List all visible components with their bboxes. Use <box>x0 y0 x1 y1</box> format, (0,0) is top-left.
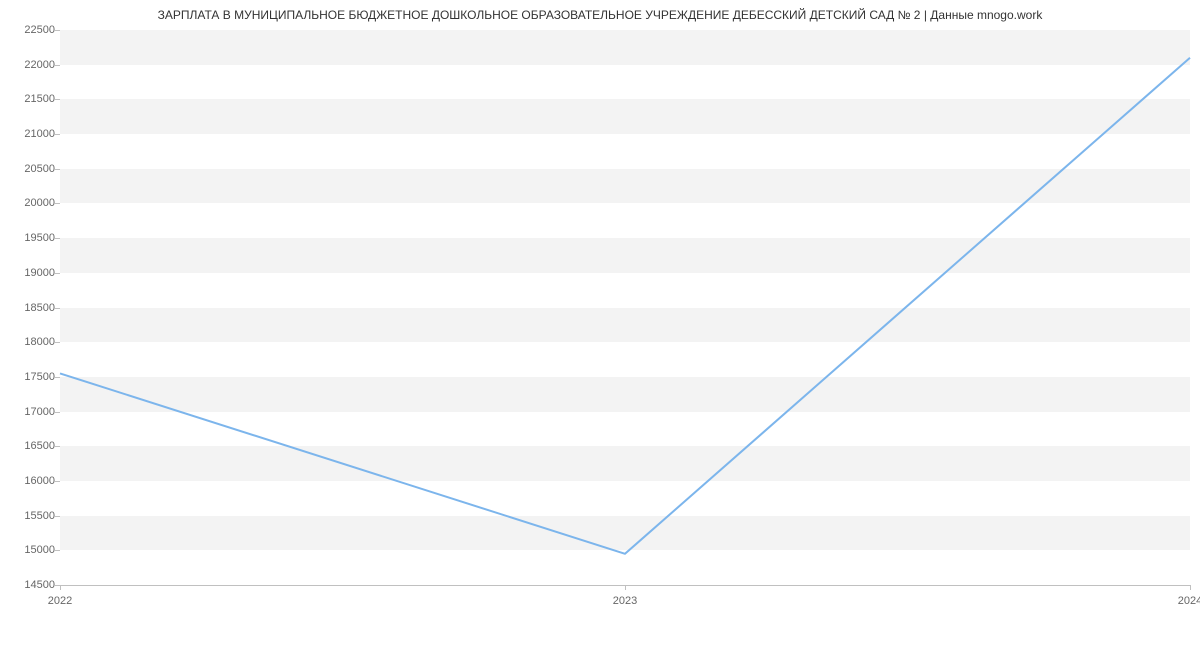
y-tick-mark <box>55 134 60 135</box>
y-tick-label: 20000 <box>24 197 55 209</box>
y-tick-mark <box>55 99 60 100</box>
y-tick-label: 22500 <box>24 24 55 36</box>
y-tick-label: 16000 <box>24 475 55 487</box>
y-tick-mark <box>55 481 60 482</box>
y-tick-mark <box>55 65 60 66</box>
plot-area <box>60 30 1190 585</box>
y-tick-mark <box>55 377 60 378</box>
x-tick-mark <box>625 585 626 590</box>
x-tick-mark <box>60 585 61 590</box>
y-tick-mark <box>55 308 60 309</box>
y-tick-label: 15500 <box>24 510 55 522</box>
y-tick-mark <box>55 342 60 343</box>
y-tick-mark <box>55 446 60 447</box>
series-line-salary <box>60 58 1190 554</box>
y-tick-mark <box>55 203 60 204</box>
y-tick-label: 17000 <box>24 406 55 418</box>
y-tick-mark <box>55 516 60 517</box>
x-tick-label: 2024 <box>1178 595 1200 607</box>
y-tick-label: 21000 <box>24 128 55 140</box>
y-tick-label: 20500 <box>24 163 55 175</box>
y-tick-mark <box>55 412 60 413</box>
y-tick-mark <box>55 169 60 170</box>
x-tick-label: 2022 <box>48 595 72 607</box>
y-tick-mark <box>55 30 60 31</box>
chart-title: ЗАРПЛАТА В МУНИЦИПАЛЬНОЕ БЮДЖЕТНОЕ ДОШКО… <box>0 8 1200 22</box>
y-tick-label: 16500 <box>24 440 55 452</box>
y-tick-mark <box>55 273 60 274</box>
y-tick-label: 18000 <box>24 336 55 348</box>
y-tick-mark <box>55 238 60 239</box>
y-tick-label: 15000 <box>24 544 55 556</box>
y-tick-label: 18500 <box>24 302 55 314</box>
y-tick-label: 19000 <box>24 267 55 279</box>
salary-line-chart: ЗАРПЛАТА В МУНИЦИПАЛЬНОЕ БЮДЖЕТНОЕ ДОШКО… <box>0 0 1200 650</box>
y-tick-label: 17500 <box>24 371 55 383</box>
y-tick-label: 21500 <box>24 93 55 105</box>
y-tick-label: 22000 <box>24 59 55 71</box>
x-tick-label: 2023 <box>613 595 637 607</box>
y-tick-label: 14500 <box>24 579 55 591</box>
chart-svg <box>60 30 1190 585</box>
y-tick-mark <box>55 550 60 551</box>
y-tick-label: 19500 <box>24 232 55 244</box>
x-tick-mark <box>1190 585 1191 590</box>
